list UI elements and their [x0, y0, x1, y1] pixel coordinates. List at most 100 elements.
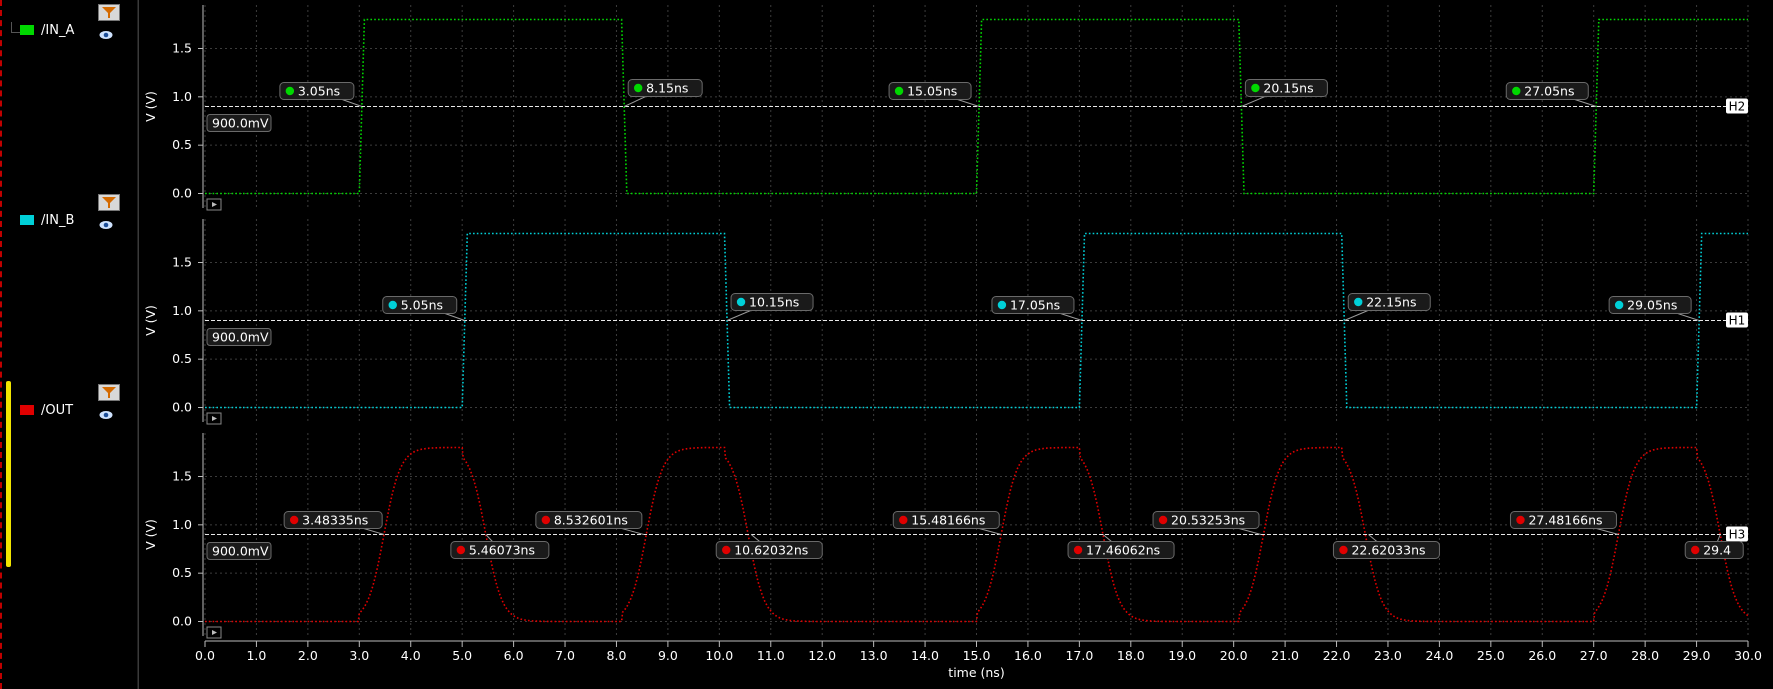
crossing-label: 8.15ns [646, 81, 688, 96]
waveform-trace [205, 446, 1749, 623]
waveform-trace [205, 232, 1748, 409]
threshold-marker: H1 [1726, 312, 1748, 328]
threshold-marker-box [1726, 312, 1748, 328]
crossing-label: 15.48166ns [911, 513, 985, 528]
crossing-annotation: 22.15ns [1344, 293, 1431, 321]
panel-expand-icon[interactable] [206, 626, 222, 639]
x-tick-label: 9.0 [658, 648, 678, 663]
eye-icon[interactable] [99, 25, 113, 39]
crossing-label-box [382, 296, 458, 314]
x-tick-label: 1.0 [246, 648, 266, 663]
crossing-annotation: 3.05ns [279, 82, 363, 107]
crossing-marker-dot [289, 515, 299, 525]
y-axis-label: V (V) [143, 305, 158, 336]
filter-icon[interactable] [98, 4, 120, 21]
threshold-marker-label: H3 [1729, 528, 1746, 542]
crossing-marker-dot [1251, 83, 1260, 93]
crossing-label-box [1608, 296, 1692, 314]
signal-entry-in-b[interactable]: /IN_B [20, 212, 74, 228]
y-tick-label: 0.0 [172, 614, 192, 629]
x-tick-label: 3.0 [349, 648, 369, 663]
y-tick-label: 0.5 [172, 137, 192, 152]
y-tick-label: 0.0 [172, 186, 192, 201]
crossing-label: 17.46062ns [1086, 543, 1160, 558]
y-tick-label: 0.5 [172, 351, 192, 366]
x-tick-label: 28.0 [1631, 648, 1659, 663]
signal-color-swatch [20, 215, 34, 225]
signal-label: /OUT [41, 402, 74, 418]
panel-expand-triangle [212, 416, 217, 421]
x-tick-label: 5.0 [452, 648, 472, 663]
signal-entry-in-a[interactable]: /IN_A [20, 22, 74, 38]
x-axis-label: time (ns) [948, 665, 1004, 680]
signal-label: /IN_A [41, 22, 75, 38]
crossing-marker-dot [285, 86, 295, 96]
threshold-marker: H2 [1726, 98, 1748, 114]
crossing-marker-dot [1339, 545, 1348, 555]
x-tick-label: 14.0 [911, 648, 939, 663]
x-tick-label: 26.0 [1528, 648, 1556, 663]
x-tick-label: 4.0 [401, 648, 421, 663]
crossing-label: 20.53253ns [1171, 513, 1245, 528]
signal-label: /IN_B [41, 212, 75, 228]
crossing-marker-dot [541, 515, 551, 525]
threshold-value-label: 900.0mV [212, 544, 269, 559]
y-axis-label: V (V) [143, 91, 158, 122]
x-tick-label: 12.0 [808, 648, 836, 663]
x-tick-label: 7.0 [555, 648, 575, 663]
eye-icon[interactable] [99, 215, 113, 229]
crossing-marker-dot [388, 300, 397, 310]
signal-color-swatch [20, 405, 34, 415]
crossing-annotation: 20.15ns [1241, 79, 1328, 107]
x-tick-label: 21.0 [1271, 648, 1299, 663]
crossing-label-box [888, 82, 972, 100]
crossing-label-box [991, 296, 1075, 314]
crossing-annotation: 5.46073ns [450, 534, 550, 559]
crossing-label: 5.05ns [401, 298, 443, 313]
filter-icon[interactable] [98, 194, 120, 211]
crossing-marker-dot [1691, 545, 1700, 555]
crossing-annotation: 10.15ns [726, 293, 814, 321]
y-tick-label: 1.0 [172, 89, 192, 104]
x-tick-label: 8.0 [607, 648, 627, 663]
y-tick-label: 1.5 [172, 41, 192, 56]
panel-expand-icon[interactable] [206, 198, 222, 211]
plot-panel-3: 0.0 0.5 1.0 1.5 V (V) 900.0mV H3 3.48335ns 5.460… [143, 433, 1749, 639]
x-tick-label: 17.0 [1065, 648, 1093, 663]
threshold-marker: H3 [1726, 526, 1748, 542]
crossing-annotation: 22.62033ns [1332, 534, 1440, 559]
crossing-label-box [627, 79, 703, 97]
signal-list-panel: /IN_A /IN_B /OUT [0, 0, 139, 689]
threshold-marker-box [1726, 98, 1748, 114]
crossing-label: 29.05ns [1627, 298, 1677, 313]
crossing-label-box [1067, 541, 1175, 559]
threshold-value-box [206, 114, 272, 132]
filter-icon[interactable] [98, 384, 120, 401]
signal-color-swatch [20, 25, 34, 35]
crossing-annotation: 8.15ns [623, 79, 703, 107]
x-tick-label: 10.0 [705, 648, 733, 663]
crossing-label-box [892, 511, 1000, 529]
crossing-label-box [715, 541, 823, 559]
crossing-marker-dot [1354, 297, 1363, 307]
crossing-annotation: 29.05ns [1608, 296, 1700, 321]
x-tick-label: 27.0 [1580, 648, 1608, 663]
crossing-label-box [1332, 541, 1440, 559]
crossing-label: 10.62032ns [734, 543, 808, 558]
crossing-label-box [1684, 541, 1744, 559]
threshold-value-box [206, 542, 272, 560]
crossing-label-box [450, 541, 550, 559]
crossing-annotation: 29.4 [1684, 534, 1744, 559]
crossing-label: 17.05ns [1010, 298, 1060, 313]
crossing-label-box [535, 511, 643, 529]
eye-icon[interactable] [99, 405, 113, 419]
threshold-value-tag: 900.0mV [206, 328, 272, 346]
crossing-annotation: 5.05ns [382, 296, 465, 321]
crossing-label: 29.4 [1703, 543, 1731, 558]
crossing-marker-dot [1516, 515, 1525, 525]
panel-expand-icon[interactable] [206, 412, 222, 425]
crossing-annotation: 15.48166ns [892, 511, 1002, 535]
x-tick-label: 22.0 [1323, 648, 1351, 663]
signal-entry-out[interactable]: /OUT [20, 402, 73, 418]
